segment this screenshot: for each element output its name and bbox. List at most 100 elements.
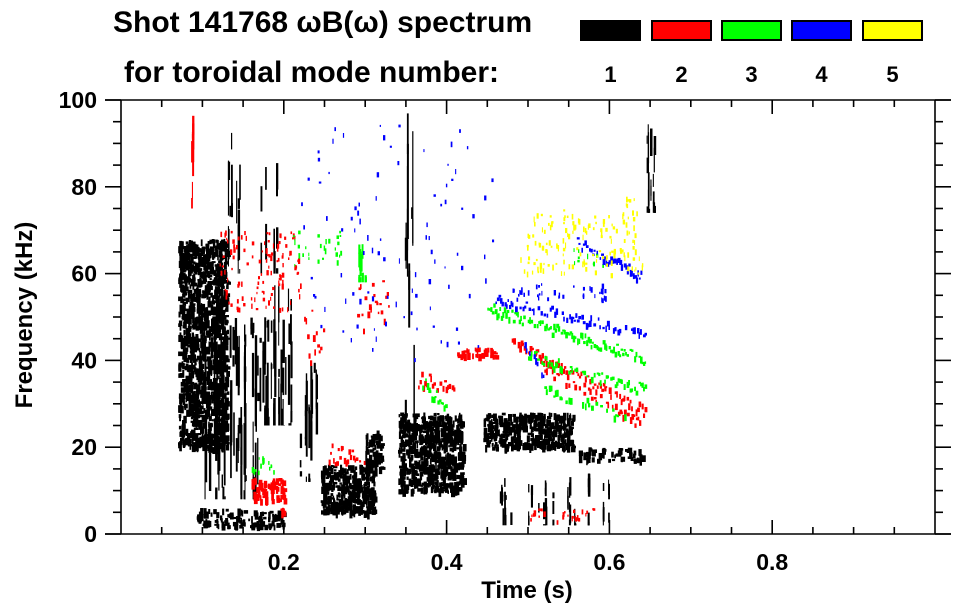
spectral-mark (411, 455, 414, 459)
spectral-mark (214, 246, 218, 251)
spectral-mark (204, 309, 209, 317)
spectral-mark (202, 423, 207, 429)
spectral-mark (200, 363, 205, 370)
spectral-mark (196, 308, 199, 314)
spectral-mark (222, 311, 226, 314)
spectral-mark (433, 382, 436, 386)
spectral-mark (186, 411, 191, 417)
spectral-mark (513, 434, 517, 439)
spectral-mark (314, 295, 317, 299)
spectral-mark (369, 454, 373, 462)
spectral-mark (330, 507, 334, 512)
spectral-mark (536, 361, 539, 367)
spectral-mark (271, 499, 275, 505)
spectral-mark (193, 261, 196, 265)
spectral-mark (640, 356, 643, 364)
spectral-mark (423, 455, 426, 463)
spectral-mark (568, 333, 571, 336)
spectral-mark (623, 263, 627, 268)
spectral-mark (253, 495, 257, 501)
spectral-mark (573, 319, 576, 322)
spectral-mark (272, 286, 275, 291)
spectral-mark (237, 346, 240, 396)
spectral-mark (209, 246, 214, 250)
spectral-mark (472, 214, 475, 219)
spectral-mark (189, 240, 193, 246)
spectral-mark (352, 497, 355, 504)
spectral-mark (331, 489, 334, 492)
spectral-mark (330, 476, 333, 482)
spectral-mark (202, 439, 206, 447)
spectral-mark (483, 349, 488, 357)
spectral-mark (617, 450, 622, 457)
spectral-mark (261, 485, 263, 492)
spectral-mark (190, 278, 195, 287)
legend-label-mode-5: 5 (886, 62, 899, 87)
spectral-mark (614, 384, 618, 389)
spectral-mark (205, 255, 207, 261)
spectral-mark (605, 296, 607, 302)
spectral-mark (641, 455, 646, 462)
spectral-mark (600, 231, 603, 236)
spectral-mark (197, 401, 202, 408)
spectral-mark (297, 271, 300, 274)
spectral-mark (190, 338, 193, 342)
spectral-mark (466, 146, 469, 150)
spectral-mark (182, 351, 187, 359)
spectral-mark (416, 327, 418, 331)
spectral-mark (182, 339, 186, 344)
spectral-mark (279, 283, 281, 286)
spectral-mark (632, 327, 635, 335)
spectral-mark (270, 270, 272, 276)
spectral-mark (179, 405, 183, 409)
spectral-mark (527, 245, 529, 251)
spectral-mark (221, 474, 223, 488)
spectral-mark (401, 478, 405, 484)
spectral-mark (218, 411, 221, 425)
spectral-mark (186, 360, 190, 363)
spectral-mark (337, 241, 340, 246)
spectral-mark (583, 370, 587, 376)
spectral-mark (524, 413, 527, 420)
spectral-mark (221, 256, 225, 260)
spectral-mark (193, 303, 196, 306)
spectral-mark (634, 233, 637, 239)
spectral-mark (547, 297, 550, 302)
spectral-mark (491, 419, 493, 423)
spectral-mark (357, 507, 360, 512)
spectral-mark (203, 520, 208, 529)
spectral-mark (294, 239, 296, 246)
spectral-mark (486, 439, 490, 444)
spectral-mark (428, 373, 432, 377)
spectral-mark (265, 375, 268, 426)
spectral-mark (632, 414, 636, 417)
spectral-mark (183, 291, 186, 298)
spectral-mark (528, 515, 530, 526)
spectral-mark (503, 424, 506, 432)
spectral-mark (294, 264, 296, 267)
spectral-mark (403, 441, 406, 444)
spectral-mark (187, 333, 191, 339)
spectral-mark (582, 321, 586, 325)
spectral-mark (270, 464, 273, 469)
spectral-mark (270, 252, 274, 256)
spectral-mark (372, 447, 375, 452)
spectral-mark (537, 441, 541, 447)
spectral-mark (365, 500, 368, 506)
spectral-mark (565, 242, 567, 249)
spectral-mark (189, 413, 191, 417)
spectral-mark (631, 414, 635, 420)
spectral-mark (440, 444, 443, 447)
spectral-mark (568, 519, 571, 526)
spectral-mark (237, 281, 241, 286)
spectral-mark (432, 437, 434, 442)
spectral-mark (478, 349, 481, 353)
spectral-mark (500, 315, 504, 321)
spectral-mark (446, 455, 450, 461)
spectral-mark (243, 490, 246, 500)
spectral-mark (599, 257, 602, 260)
spectral-mark (541, 361, 544, 365)
spectral-mark (548, 327, 551, 330)
spectral-mark (537, 412, 542, 421)
